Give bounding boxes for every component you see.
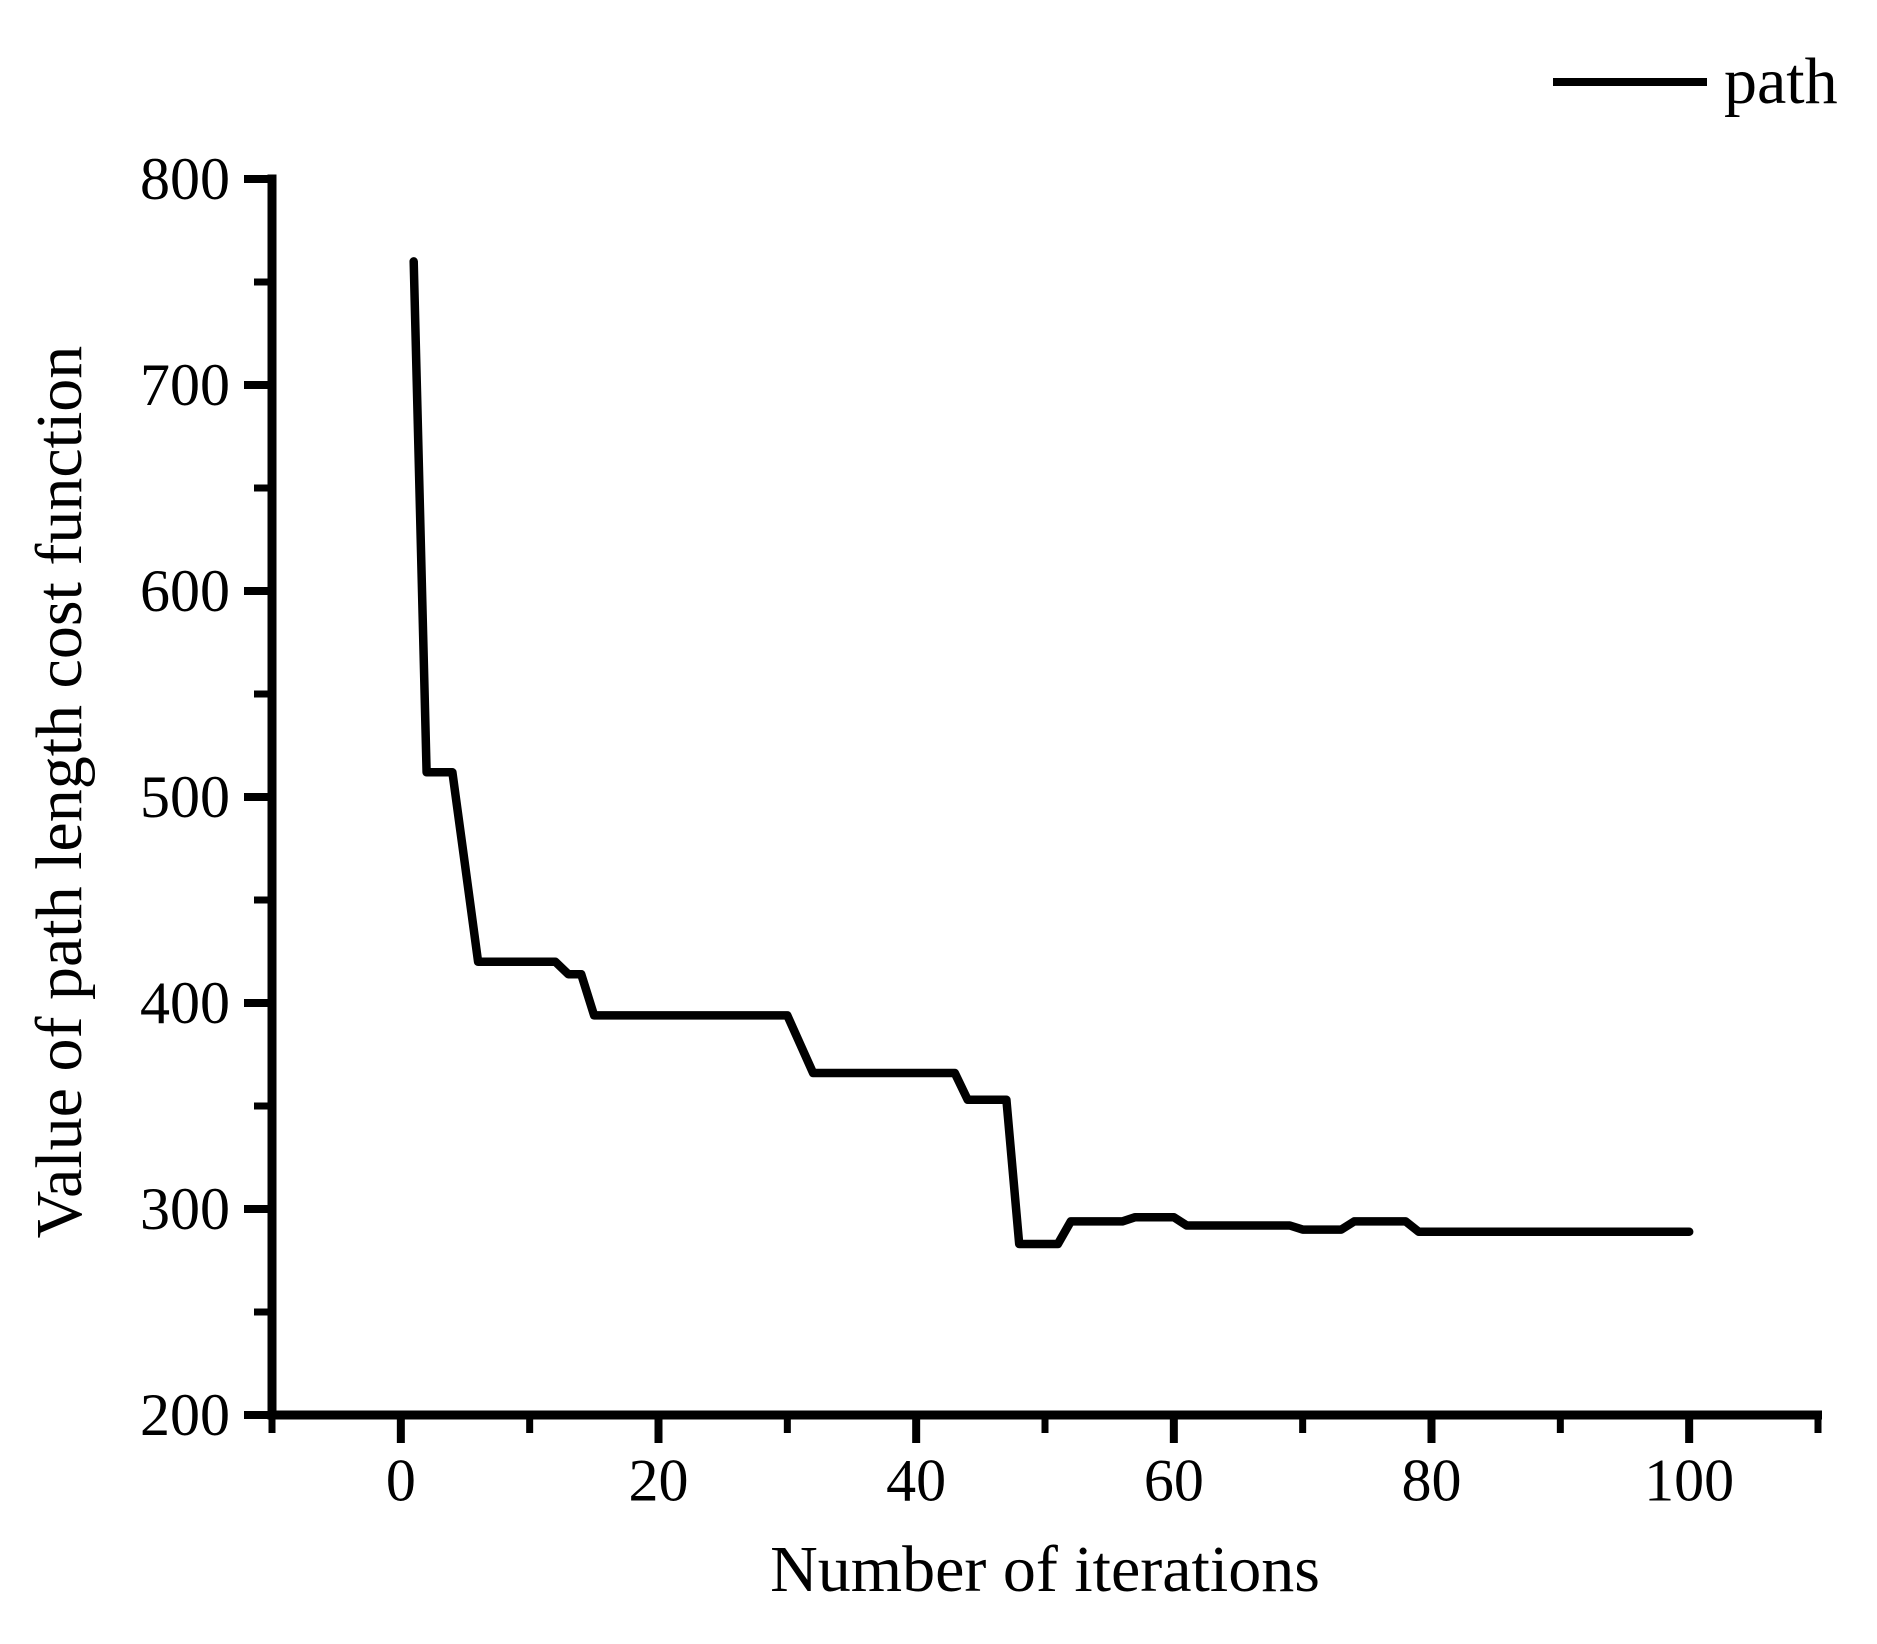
x-tick-label: 40: [886, 1447, 946, 1513]
y-tick-label: 300: [140, 1176, 230, 1242]
y-tick-label: 800: [140, 146, 230, 212]
x-tick-label: 20: [629, 1447, 689, 1513]
x-tick-label: 80: [1402, 1447, 1462, 1513]
y-tick-label: 200: [140, 1382, 230, 1448]
path-series-line: [409, 257, 1694, 1249]
y-tick-label: 700: [140, 352, 230, 418]
legend: path: [1553, 44, 1838, 120]
y-tick-label: 500: [140, 764, 230, 830]
y-tick-label: 400: [140, 970, 230, 1036]
x-tick-label: 0: [386, 1447, 416, 1513]
x-tick-label: 60: [1144, 1447, 1204, 1513]
y-tick-label: 600: [140, 558, 230, 624]
y-axis-title: Value of path length cost function: [23, 345, 96, 1239]
legend-line-sample: [1553, 78, 1707, 86]
x-tick-label: 100: [1644, 1447, 1734, 1513]
legend-label: path: [1724, 45, 1838, 118]
x-axis-title: Number of iterations: [770, 1533, 1320, 1606]
